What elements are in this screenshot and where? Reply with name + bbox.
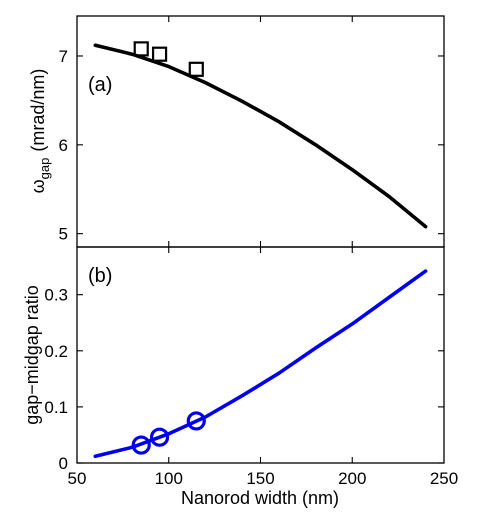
panel-a-frame [76,15,445,248]
panel-b-plot [93,269,428,459]
panel-a-square-marker [133,41,149,57]
panel-b-ytick-label: 0.3 [44,286,68,305]
panel-a-label: (a) [88,74,112,96]
xtick-label: 50 [68,469,87,488]
panel-a-ylabel-subscript: gap [37,158,52,180]
x-axis-label: Nanorod width (nm) [181,488,339,508]
panel-a-ytick-label: 6 [59,136,68,155]
xtick-label: 100 [155,469,183,488]
panel-a-ytick-label: 5 [59,225,68,244]
xtick-label: 150 [246,469,274,488]
panel-b-circle-marker [149,427,170,447]
panel-b-frame [76,246,445,464]
xtick-label: 250 [430,469,458,488]
panel-b-circle-marker [186,411,206,431]
panel-a-ylabel: ωgap (mrad/nm) [28,69,52,194]
xtick-label: 200 [338,469,366,488]
panel-b-ytick-label: 0.2 [44,342,68,361]
panel-a-ylabel-unit: (mrad/nm) [28,69,48,152]
tick-marks [77,16,444,464]
panel-b-label: (b) [88,265,112,287]
panel-a-line [93,43,428,229]
panel-b-ylabel: gap−midgap ratio [22,285,42,425]
panel-a-plot [93,41,428,229]
panel-a-square-marker [188,61,204,77]
panel-a-ylabel-symbol: ω [28,179,48,193]
panel-b-circle-marker [131,435,151,455]
panel-b-line [93,269,428,459]
panel-b-ytick-label: 0 [59,454,68,473]
tick-labels: 5 6 7 0 0.1 0.2 0.3 50 100 150 200 250 [44,47,458,488]
panel-a-ytick-label: 7 [59,47,68,66]
panel-a-square-marker [151,46,168,62]
panel-b-ytick-label: 0.1 [44,398,68,417]
